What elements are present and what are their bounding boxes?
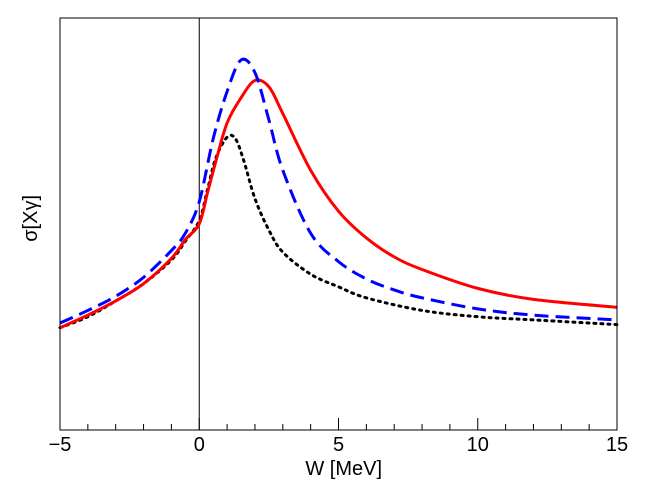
y-axis-title: σ[Xγ]: [20, 195, 42, 242]
x-tick-label-15: 15: [606, 434, 628, 456]
plot-frame: [59, 17, 618, 431]
tick-layer: −5 0 5 10 15: [49, 418, 628, 456]
series-line-dashed: [59, 57, 618, 325]
x-axis-title: W [MeV]: [305, 458, 382, 480]
series-layer: [58, 57, 619, 330]
x-tick-label--5: −5: [49, 434, 72, 456]
series-line-solid: [59, 78, 618, 330]
x-tick-label-0: 0: [194, 434, 205, 456]
x-tick-label-5: 5: [333, 434, 344, 456]
x-tick-label-10: 10: [467, 434, 489, 456]
